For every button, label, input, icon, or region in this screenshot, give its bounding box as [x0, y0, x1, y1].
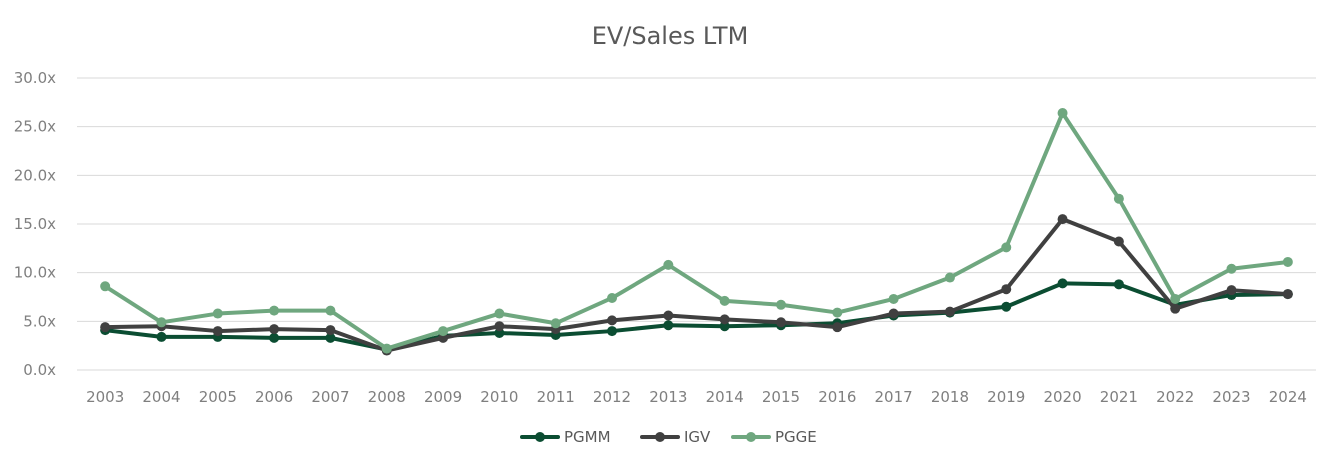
- data-point: [1113, 193, 1124, 204]
- data-point: [888, 293, 899, 304]
- data-point: [607, 292, 618, 303]
- data-point: [494, 321, 505, 332]
- x-tick-label: 2024: [1269, 388, 1307, 406]
- data-point: [381, 343, 392, 354]
- data-point: [1226, 285, 1237, 296]
- series-group: [100, 108, 1293, 356]
- x-tick-label: 2010: [480, 388, 518, 406]
- data-point: [269, 332, 280, 343]
- y-tick-label: 15.0x: [14, 215, 56, 233]
- y-tick-label: 25.0x: [14, 118, 56, 136]
- y-tick-label: 10.0x: [14, 264, 56, 282]
- data-point: [269, 305, 280, 316]
- data-point: [325, 305, 336, 316]
- data-point: [663, 259, 674, 270]
- data-point: [944, 272, 955, 283]
- data-point: [1170, 303, 1181, 314]
- data-point: [325, 332, 336, 343]
- data-point: [325, 325, 336, 336]
- x-tick-label: 2023: [1212, 388, 1250, 406]
- data-point: [156, 331, 167, 342]
- y-axis-ticks: 0.0x 5.0x 10.0x 15.0x 20.0x 25.0x 30.0x: [14, 69, 56, 379]
- y-tick-label: 20.0x: [14, 166, 56, 184]
- x-tick-label: 2022: [1156, 388, 1194, 406]
- series-line-pgmm: [103, 281, 1290, 352]
- data-point: [832, 307, 843, 318]
- x-tick-label: 2003: [86, 388, 124, 406]
- series-pgge: [100, 108, 1293, 354]
- data-point: [888, 308, 899, 319]
- data-point: [832, 322, 843, 333]
- x-tick-label: 2009: [424, 388, 462, 406]
- data-point: [269, 324, 280, 335]
- data-point: [607, 326, 618, 337]
- series-line-igv: [103, 217, 1290, 353]
- data-point: [663, 310, 674, 321]
- x-tick-label: 2005: [199, 388, 237, 406]
- data-point: [1113, 236, 1124, 247]
- data-point: [1057, 108, 1068, 119]
- legend-label: IGV: [684, 428, 711, 446]
- legend-label: PGGE: [775, 428, 817, 446]
- x-tick-label: 2015: [762, 388, 800, 406]
- x-tick-label: 2021: [1100, 388, 1138, 406]
- legend-swatch-marker: [655, 432, 665, 442]
- data-point: [100, 322, 111, 333]
- gridlines: [77, 77, 1316, 371]
- x-tick-label: 2020: [1043, 388, 1081, 406]
- x-tick-label: 2011: [537, 388, 575, 406]
- data-point: [1170, 293, 1181, 304]
- data-point: [212, 308, 223, 319]
- x-tick-label: 2018: [931, 388, 969, 406]
- data-point: [1113, 279, 1124, 290]
- x-tick-label: 2006: [255, 388, 293, 406]
- data-point: [1282, 289, 1293, 300]
- data-point: [775, 317, 786, 328]
- data-point: [494, 308, 505, 319]
- data-point: [1282, 256, 1293, 267]
- series-line-pgge: [103, 111, 1290, 351]
- data-point: [438, 326, 449, 337]
- series-pgmm: [100, 278, 1293, 355]
- legend-item-igv: IGV: [640, 428, 711, 446]
- data-point: [663, 320, 674, 331]
- data-point: [1001, 301, 1012, 312]
- chart-title: EV/Sales LTM: [592, 22, 749, 50]
- data-point: [1226, 263, 1237, 274]
- x-tick-label: 2007: [311, 388, 349, 406]
- data-point: [100, 281, 111, 292]
- x-tick-label: 2017: [875, 388, 913, 406]
- data-point: [550, 318, 561, 329]
- data-point: [944, 306, 955, 317]
- legend-swatch-marker: [535, 432, 545, 442]
- y-tick-label: 5.0x: [23, 312, 56, 330]
- data-point: [156, 317, 167, 328]
- x-tick-label: 2013: [649, 388, 687, 406]
- series-igv: [100, 214, 1293, 356]
- data-point: [719, 314, 730, 325]
- x-tick-label: 2016: [818, 388, 856, 406]
- data-point: [607, 315, 618, 326]
- data-point: [1001, 284, 1012, 295]
- x-tick-label: 2014: [706, 388, 744, 406]
- x-axis-ticks: 2003 2004 2005 2006 2007 2008 2009 2010 2011 2012…: [86, 388, 1307, 406]
- x-tick-label: 2019: [987, 388, 1025, 406]
- y-tick-label: 30.0x: [14, 69, 56, 87]
- x-tick-label: 2008: [368, 388, 406, 406]
- legend-item-pgge: PGGE: [731, 428, 817, 446]
- legend: PGMM IGV PGGE: [520, 428, 817, 446]
- x-tick-label: 2004: [142, 388, 180, 406]
- data-point: [775, 299, 786, 310]
- data-point: [1057, 214, 1068, 225]
- x-tick-label: 2012: [593, 388, 631, 406]
- data-point: [212, 326, 223, 337]
- data-point: [719, 295, 730, 306]
- legend-label: PGMM: [564, 428, 611, 446]
- legend-swatch-marker: [746, 432, 756, 442]
- legend-item-pgmm: PGMM: [520, 428, 611, 446]
- data-point: [1057, 278, 1068, 289]
- y-tick-label: 0.0x: [23, 361, 56, 379]
- data-point: [1001, 242, 1012, 253]
